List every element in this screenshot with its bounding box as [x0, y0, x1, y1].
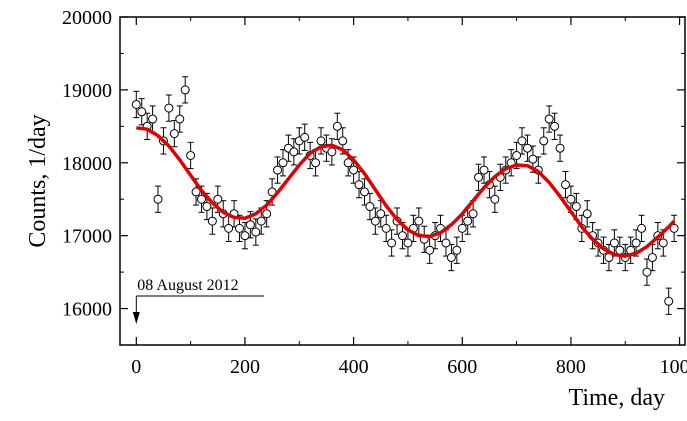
y-tick-label: 19000 — [62, 80, 112, 102]
data-point — [550, 121, 560, 131]
data-point — [354, 180, 364, 190]
data-point — [468, 209, 478, 219]
data-point — [224, 223, 234, 233]
data-point — [615, 245, 625, 255]
data-point — [664, 296, 674, 306]
x-tick-label: 1000 — [660, 356, 687, 378]
data-point — [316, 136, 326, 146]
data-point — [539, 136, 549, 146]
data-point — [571, 202, 581, 212]
data-point — [311, 158, 321, 168]
data-point — [446, 253, 456, 263]
data-point — [180, 85, 190, 95]
y-tick-label: 17000 — [62, 226, 112, 248]
data-point — [349, 165, 359, 175]
data-point — [343, 158, 353, 168]
data-point — [441, 238, 451, 248]
fit-line — [136, 126, 676, 258]
data-point — [582, 209, 592, 219]
data-point — [517, 136, 527, 146]
data-point — [175, 114, 185, 124]
data-point — [631, 238, 641, 248]
data-point — [414, 216, 424, 226]
data-point — [332, 121, 342, 131]
annotation-arrowhead — [132, 312, 140, 324]
data-point — [338, 136, 348, 146]
x-tick-label: 0 — [131, 356, 141, 378]
data-point — [245, 220, 255, 230]
data-point — [512, 150, 522, 160]
data-point — [457, 223, 467, 233]
y-tick-label: 18000 — [62, 153, 112, 175]
data-point — [202, 202, 212, 212]
data-point — [235, 223, 245, 233]
data-point — [359, 187, 369, 197]
data-point — [262, 209, 272, 219]
axes: 0 200 400 600 800 1000 16000 17000 18000 19000 200… — [62, 7, 687, 378]
y-tick-label: 20000 — [62, 7, 112, 29]
data-point — [560, 180, 570, 190]
data-point — [658, 238, 668, 248]
x-tick-label: 600 — [447, 356, 477, 378]
x-tick-label: 400 — [339, 356, 369, 378]
data-point — [370, 216, 380, 226]
annotation: 08 August 2012 — [132, 277, 264, 324]
data-point — [196, 194, 206, 204]
data-point — [240, 231, 250, 241]
data-point — [544, 114, 554, 124]
data-point — [327, 147, 337, 157]
data-point — [555, 143, 565, 153]
data-point — [153, 194, 163, 204]
data-point — [381, 223, 391, 233]
data-point — [637, 223, 647, 233]
data-point — [403, 238, 413, 248]
data-point — [452, 245, 462, 255]
data-point — [137, 107, 147, 117]
data-point — [387, 238, 397, 248]
data-point — [213, 194, 223, 204]
data-point — [463, 216, 473, 226]
data-point — [398, 231, 407, 241]
data-point — [522, 143, 532, 153]
data-point — [256, 216, 266, 226]
data-point — [365, 202, 375, 212]
y-tick-label: 16000 — [62, 299, 112, 321]
data-point — [251, 227, 261, 237]
x-tick-label: 800 — [556, 356, 586, 378]
data-points — [131, 85, 679, 306]
x-tick-label: 200 — [230, 356, 260, 378]
data-point — [490, 194, 500, 204]
data-point — [273, 165, 283, 175]
data-point — [131, 99, 141, 109]
data-point — [479, 165, 489, 175]
y-axis-title: Counts, 1/day — [25, 114, 51, 247]
data-point — [566, 194, 576, 204]
data-point — [289, 147, 299, 157]
plot-frame — [119, 16, 686, 346]
data-point — [647, 253, 657, 263]
data-point — [642, 267, 652, 277]
data-point — [169, 129, 179, 139]
data-point — [528, 154, 538, 164]
data-point — [425, 245, 435, 255]
annotation-label: 08 August 2012 — [137, 277, 238, 294]
data-point — [609, 238, 619, 248]
data-point — [376, 209, 386, 219]
data-point — [300, 132, 310, 142]
data-point — [186, 150, 196, 160]
data-point — [207, 216, 217, 226]
data-point — [669, 223, 679, 233]
x-axis-title: Time, day — [569, 385, 665, 411]
data-point — [278, 158, 288, 168]
data-point — [191, 187, 201, 197]
data-point — [148, 114, 158, 124]
data-point — [164, 103, 174, 113]
data-point — [474, 172, 484, 182]
